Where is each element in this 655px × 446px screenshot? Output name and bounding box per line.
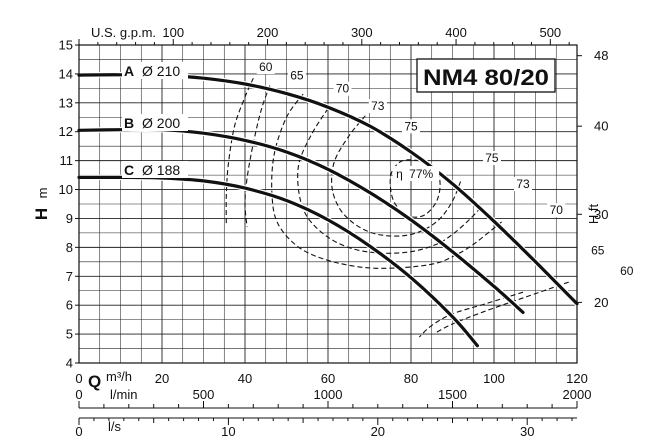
efficiency-label-bg: [333, 81, 352, 96]
lmin-tick-label: 2000: [563, 387, 592, 402]
x-axis-symbol: Q: [88, 372, 101, 391]
y-tick-label: 6: [66, 298, 73, 313]
gpm-tick-label: 500: [539, 25, 561, 40]
y-tick-label: 5: [66, 327, 73, 342]
ls-tick-label: 0: [75, 424, 82, 439]
efficiency-label: 70: [336, 82, 350, 96]
lmin-tick-label: 1500: [438, 387, 467, 402]
grid: [78, 44, 578, 364]
efficiency-label: 73: [371, 99, 385, 113]
series-name-c: C: [124, 162, 134, 178]
y-axis-symbol: H: [32, 208, 51, 220]
efficiency-curve-60: [225, 77, 254, 225]
efficiency-label-bg: [368, 99, 387, 114]
y-tick-label: 15: [59, 38, 73, 53]
series-name-a: A: [124, 63, 134, 79]
plot-frame: [78, 44, 578, 364]
lmin-tick-label: 500: [193, 387, 215, 402]
efficiency-label-bg: [514, 177, 533, 192]
series-diameter-c: Ø 188: [142, 162, 180, 178]
lmin-axis-label: l/min: [110, 387, 137, 402]
y-right-tick-label: 48: [594, 48, 608, 63]
x-axis-unit: m³/h: [106, 369, 132, 384]
gpm-tick-label: 100: [162, 25, 184, 40]
efficiency-label: 65: [591, 244, 605, 258]
efficiency-label-bg: [256, 60, 275, 75]
y-tick-label: 11: [60, 153, 74, 168]
ls-tick-label: 20: [371, 424, 385, 439]
curve-b: [77, 127, 525, 314]
efficiency-label: 75: [485, 151, 499, 165]
y-right-tick-label: 40: [594, 119, 608, 134]
efficiency-label-bg: [547, 203, 566, 218]
efficiency-label-bg: [482, 151, 501, 166]
x-tick-label: 60: [321, 371, 335, 386]
y-right-axis-label: H ft: [586, 204, 601, 225]
peak-efficiency-label: 77%: [409, 167, 433, 181]
series-diameter-b: Ø 200: [142, 115, 180, 131]
x-tick-label: 40: [238, 371, 252, 386]
efficiency-label: 60: [259, 60, 273, 74]
x-tick-label: 20: [155, 371, 169, 386]
efficiency-label: 70: [550, 203, 564, 217]
efficiency-label-bg: [588, 243, 607, 258]
gpm-axis-label: U.S. g.p.m.: [91, 25, 156, 40]
efficiency-label: 60: [620, 264, 634, 278]
gpm-tick-label: 400: [445, 25, 467, 40]
efficiency-label-bg: [287, 68, 306, 83]
gpm-tick-label: 300: [351, 25, 373, 40]
frame: [75, 39, 582, 425]
curve-halo-c: [76, 174, 481, 349]
efficiency-label-bg: [402, 119, 420, 134]
y-right-tick-label: 30: [594, 207, 608, 222]
chart-text: 4 5 6 7 8 9 10 11 12 13 14 15 Hm 20 30 40 48 H ft 0 20 40 60 8…: [32, 25, 636, 439]
series-name-b: B: [124, 115, 134, 131]
x-tick-label: 120: [566, 371, 588, 386]
lmin-tick-label: 0: [75, 387, 82, 402]
series-label-bg: [122, 114, 188, 131]
ls-axis-label: l/s: [108, 419, 122, 434]
y-tick-label: 4: [66, 356, 73, 371]
ls-tick-label: 10: [221, 424, 235, 439]
efficiency-curve-65: [244, 85, 271, 228]
efficiency-curve-70: [271, 93, 503, 269]
x-tick-label: 80: [404, 371, 418, 386]
y-tick-label: 9: [66, 211, 73, 226]
lmin-tick-label: 1000: [314, 387, 343, 402]
efficiency-curve-75: [331, 115, 462, 237]
efficiency-symbol: η: [396, 167, 403, 181]
efficiency-label-bg: [617, 263, 636, 278]
y-tick-label: 12: [59, 124, 73, 139]
y-tick-label: 13: [59, 95, 73, 110]
series-label-bg: [122, 62, 188, 79]
y-axis-unit: m: [35, 188, 50, 199]
y-tick-label: 7: [66, 269, 73, 284]
chart-title: NM4 80/20: [423, 65, 549, 90]
ls-tick-label: 30: [520, 424, 534, 439]
efficiency-label: 75: [404, 119, 418, 133]
y-right-tick-label: 20: [594, 295, 608, 310]
series-label-bg: [122, 161, 188, 178]
y-tick-label: 10: [59, 182, 73, 197]
peak-label-bg: [393, 165, 440, 181]
series-diameter-a: Ø 210: [142, 63, 180, 79]
y-tick-label: 14: [59, 66, 73, 81]
y-tick-label: 8: [66, 240, 73, 255]
efficiency-label: 73: [516, 177, 530, 191]
x-tick-label: 100: [483, 371, 505, 386]
title-box: [416, 58, 556, 93]
gpm-tick-label: 200: [257, 25, 279, 40]
x-tick-label: 0: [75, 371, 82, 386]
curve-c: [77, 175, 479, 348]
efficiency-curve-60: [435, 281, 569, 334]
efficiency-label: 65: [290, 69, 304, 83]
